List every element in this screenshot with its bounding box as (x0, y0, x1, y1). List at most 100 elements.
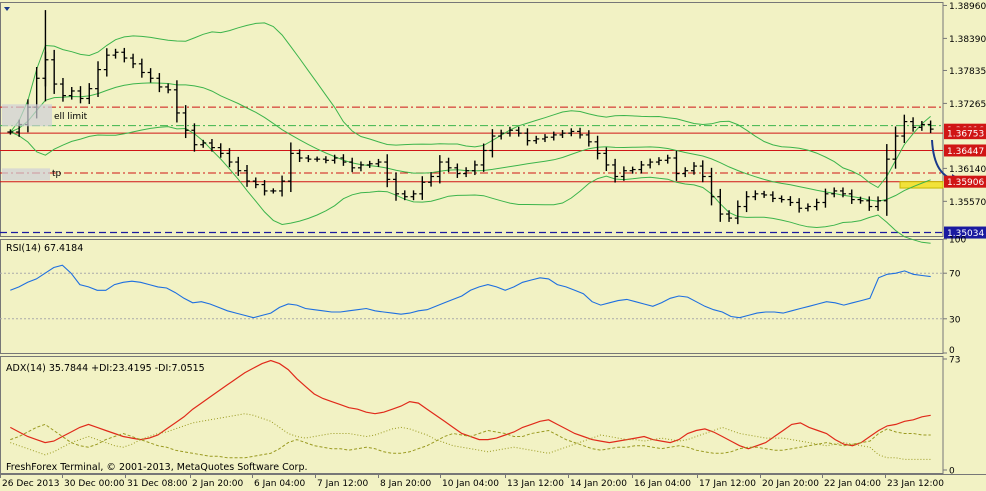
ohlc-bar (752, 190, 759, 201)
price-tick-label: 1.38960 (949, 2, 986, 12)
ohlc-bar (68, 86, 75, 100)
ohlc-bar (682, 167, 689, 178)
ohlc-bar (813, 198, 820, 211)
ohlc-bar (226, 148, 233, 168)
ohlc-bar (7, 129, 14, 135)
ohlc-bar (778, 195, 785, 203)
ohlc-bar (550, 131, 557, 141)
ohlc-bar (927, 120, 934, 134)
time-tick-label: 17 Jan 12:00 (699, 479, 756, 489)
ohlc-bar (603, 147, 610, 171)
rsi-tick-label: 30 (949, 315, 961, 325)
ohlc-bar (138, 58, 145, 78)
time-tick-label: 23 Jan 12:00 (887, 479, 944, 489)
ohlc-bar (436, 155, 443, 184)
ohlc-bar (322, 156, 329, 164)
ohlc-bar (121, 47, 128, 63)
ohlc-bar (296, 149, 303, 162)
ohlc-bar (445, 157, 452, 173)
panel-frame-1 (0, 239, 944, 354)
time-tick-label: 8 Jan 20:00 (380, 479, 432, 489)
sell-limit-label: ell limit (54, 112, 88, 122)
ohlc-bar (375, 158, 382, 167)
rsi-panel: 100 70 30 0 (0, 236, 966, 356)
ohlc-bar (559, 130, 566, 139)
rsi-title: RSI(14) 67.4184 (6, 243, 83, 254)
ohlc-bar (314, 156, 321, 162)
ohlc-bar (95, 61, 102, 97)
ohlc-bar (717, 188, 724, 222)
ohlc-bar (918, 121, 925, 131)
ohlc-bar (892, 126, 899, 169)
target-zone (899, 181, 944, 189)
ohlc-bar (235, 156, 242, 176)
price-tick-label: 1.35570 (949, 198, 986, 208)
ohlc-bar (191, 123, 198, 152)
ohlc-bar (454, 163, 461, 178)
ohlc-bar (726, 210, 733, 222)
ohlc-bar (848, 189, 855, 204)
ohlc-bar (261, 180, 268, 196)
level-badge: 1.35906 (944, 175, 986, 188)
ohlc-bar (489, 129, 496, 158)
adx-tick-label: 0 (949, 467, 955, 477)
price-tick-label: 1.37835 (949, 67, 986, 77)
time-tick-label: 26 Dec 2013 (2, 479, 60, 489)
time-tick-label: 30 Dec 00:00 (64, 479, 125, 489)
ohlc-bar (875, 196, 882, 211)
ohlc-bar (910, 117, 917, 132)
ohlc-bar (708, 167, 715, 206)
rsi-tick-label: 70 (949, 270, 961, 280)
ohlc-bar (690, 162, 697, 175)
ohlc-bar (761, 190, 768, 198)
rsi-line (10, 264, 931, 319)
level-badge: 1.36753 (944, 127, 986, 140)
ohlc-bar (130, 53, 137, 69)
terminal-title: FreshForex Terminal, © 2001-2013, MetaQu… (6, 462, 308, 473)
time-tick-label: 22 Jan 04:00 (824, 479, 881, 489)
ohlc-bar (51, 49, 58, 94)
bollinger-middle (10, 82, 931, 202)
ohlc-bar (699, 160, 706, 183)
price-tick-label: 1.36140 (949, 165, 986, 175)
ohlc-bar (839, 187, 846, 198)
price-tick-label: 1.38390 (949, 35, 986, 45)
ohlc-bar (59, 77, 66, 102)
ohlc-bar (857, 196, 864, 204)
panel-frames (0, 2, 986, 475)
ohlc-bar (480, 143, 487, 172)
time-tick-label: 2 Jan 20:00 (192, 479, 244, 489)
ohlc-bar (147, 68, 154, 83)
ohlc-bar (270, 188, 277, 194)
ohlc-bar (366, 160, 373, 168)
panel-frame-2 (0, 356, 944, 474)
ohlc-bar (541, 134, 548, 143)
time-tick-label: 16 Jan 04:00 (634, 479, 691, 489)
svg-text:1.36753: 1.36753 (947, 130, 984, 140)
rsi-tick-label: 100 (949, 236, 966, 246)
ohlc-bar (112, 48, 119, 59)
ohlc-bar (787, 196, 794, 206)
ohlc-bar (612, 158, 619, 183)
ohlc-bar (664, 154, 671, 164)
time-tick-label: 6 Jan 04:00 (254, 479, 306, 489)
ohlc-bar (217, 143, 224, 158)
ohlc-bar (463, 167, 470, 178)
ohlc-bar (804, 203, 811, 212)
adx-title: ADX(14) 35.7844 +DI:23.4195 -DI:7.0515 (6, 363, 205, 374)
price-tick-label: 1.37265 (949, 100, 986, 110)
ohlc-bar (831, 187, 838, 198)
ohlc-bar (349, 157, 356, 173)
ohlc-bar (533, 135, 540, 144)
time-tick-label: 10 Jan 04:00 (442, 479, 499, 489)
svg-text:1.36447: 1.36447 (947, 147, 984, 157)
ohlc-bar (401, 190, 408, 201)
ohlc-bar (822, 188, 829, 208)
ohlc-bar (357, 161, 364, 172)
ohlc-bar (620, 166, 627, 181)
time-axis: 26 Dec 2013 30 Dec 00:00 31 Dec 08:00 2 Jan… (0, 474, 944, 489)
ohlc-bar (743, 191, 750, 213)
ohlc-bar (208, 138, 215, 152)
